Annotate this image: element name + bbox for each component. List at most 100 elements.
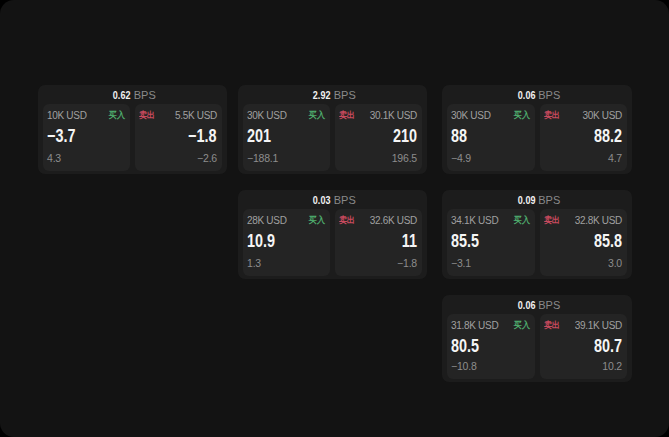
quote-card: 0.09 BPS 34.1K USD 买入 85.5 −3.1 卖出 32.8K… — [442, 190, 632, 279]
bps-unit-label: BPS — [134, 89, 156, 101]
buy-panel-top: 10K USD 买入 — [47, 109, 125, 122]
quote-card: 0.03 BPS 28K USD 买入 10.9 1.3 卖出 32.6K US… — [238, 190, 427, 279]
buy-panel-top: 34.1K USD 买入 — [451, 214, 530, 227]
sell-panel-top: 卖出 5.5K USD — [139, 109, 217, 122]
buy-price: 88 — [451, 126, 530, 147]
buy-side-label: 买入 — [309, 214, 325, 227]
buy-panel[interactable]: 34.1K USD 买入 85.5 −3.1 — [447, 209, 535, 276]
buy-price: 10.9 — [247, 231, 325, 252]
buy-side-label: 买入 — [309, 109, 325, 122]
sell-amount: 30.1K USD — [370, 110, 417, 121]
bps-value: 0.06 — [518, 89, 536, 101]
sell-price: 210 — [339, 126, 417, 147]
buy-sub-value: −3.1 — [451, 257, 530, 269]
buy-price: −3.7 — [47, 126, 125, 147]
quote-panels: 34.1K USD 买入 85.5 −3.1 卖出 32.8K USD 85.8… — [447, 209, 627, 276]
buy-side-label: 买入 — [513, 214, 529, 227]
sell-price: 11 — [339, 231, 417, 252]
sell-side-label: 卖出 — [544, 109, 560, 122]
sell-sub-value: −2.6 — [139, 152, 217, 164]
buy-amount: 34.1K USD — [451, 215, 498, 226]
sell-sub-value: 4.7 — [544, 152, 623, 164]
card-header: 0.06 BPS — [447, 85, 627, 104]
card-header: 0.03 BPS — [243, 190, 422, 209]
card-header: 0.62 BPS — [43, 85, 222, 104]
bps-value: 0.62 — [113, 89, 131, 101]
quote-panels: 28K USD 买入 10.9 1.3 卖出 32.6K USD 11 −1.8 — [243, 209, 422, 276]
sell-amount: 30K USD — [582, 110, 622, 121]
buy-panel[interactable]: 30K USD 买入 88 −4.9 — [447, 104, 535, 171]
bps-unit-label: BPS — [538, 89, 560, 101]
buy-sub-value: −10.8 — [451, 360, 530, 372]
bps-unit-label: BPS — [334, 194, 356, 206]
sell-panel-top: 卖出 32.6K USD — [339, 214, 417, 227]
sell-side-label: 卖出 — [544, 319, 560, 332]
quote-panels: 10K USD 买入 −3.7 4.3 卖出 5.5K USD −1.8 −2.… — [43, 104, 222, 171]
buy-sub-value: 1.3 — [247, 257, 325, 269]
buy-sub-value: −4.9 — [451, 152, 530, 164]
bps-value: 0.03 — [313, 194, 331, 206]
sell-side-label: 卖出 — [139, 109, 155, 122]
buy-panel-top: 30K USD 买入 — [451, 109, 530, 122]
buy-price: 80.5 — [451, 336, 530, 357]
buy-panel[interactable]: 10K USD 买入 −3.7 4.3 — [43, 104, 130, 171]
sell-panel[interactable]: 卖出 39.1K USD 80.7 10.2 — [540, 314, 628, 379]
buy-side-label: 买入 — [109, 109, 125, 122]
buy-panel[interactable]: 30K USD 买入 201 −188.1 — [243, 104, 330, 171]
buy-price: 85.5 — [451, 231, 530, 252]
sell-price: −1.8 — [139, 126, 217, 147]
sell-panel-top: 卖出 32.8K USD — [544, 214, 623, 227]
sell-panel-top: 卖出 30K USD — [544, 109, 623, 122]
quote-card: 0.62 BPS 10K USD 买入 −3.7 4.3 卖出 5.5K USD… — [38, 85, 227, 174]
sell-panel[interactable]: 卖出 30K USD 88.2 4.7 — [540, 104, 628, 171]
bps-unit-label: BPS — [538, 299, 560, 311]
buy-price: 201 — [247, 126, 325, 147]
sell-amount: 32.6K USD — [370, 215, 417, 226]
buy-amount: 28K USD — [247, 215, 287, 226]
quote-card: 0.06 BPS 31.8K USD 买入 80.5 −10.8 卖出 39.1… — [442, 295, 632, 382]
card-header: 0.09 BPS — [447, 190, 627, 209]
sell-amount: 5.5K USD — [175, 110, 217, 121]
buy-amount: 30K USD — [451, 110, 491, 121]
quote-panels: 31.8K USD 买入 80.5 −10.8 卖出 39.1K USD 80.… — [447, 314, 627, 379]
buy-panel[interactable]: 31.8K USD 买入 80.5 −10.8 — [447, 314, 535, 379]
sell-panel[interactable]: 卖出 32.8K USD 85.8 3.0 — [540, 209, 628, 276]
quote-panels: 30K USD 买入 88 −4.9 卖出 30K USD 88.2 4.7 — [447, 104, 627, 171]
sell-side-label: 卖出 — [339, 109, 355, 122]
buy-panel-top: 28K USD 买入 — [247, 214, 325, 227]
buy-panel[interactable]: 28K USD 买入 10.9 1.3 — [243, 209, 330, 276]
sell-side-label: 卖出 — [339, 214, 355, 227]
card-header: 0.06 BPS — [447, 295, 627, 314]
bps-unit-label: BPS — [334, 89, 356, 101]
sell-sub-value: 3.0 — [544, 257, 623, 269]
sell-panel-top: 卖出 39.1K USD — [544, 319, 623, 332]
sell-side-label: 卖出 — [544, 214, 560, 227]
buy-amount: 30K USD — [247, 110, 287, 121]
buy-panel-top: 30K USD 买入 — [247, 109, 325, 122]
sell-panel-top: 卖出 30.1K USD — [339, 109, 417, 122]
quote-card: 2.92 BPS 30K USD 买入 201 −188.1 卖出 30.1K … — [238, 85, 427, 174]
bps-value: 0.09 — [518, 194, 536, 206]
sell-price: 88.2 — [544, 126, 623, 147]
buy-amount: 31.8K USD — [451, 320, 498, 331]
sell-panel[interactable]: 卖出 32.6K USD 11 −1.8 — [335, 209, 422, 276]
bps-value: 2.92 — [313, 89, 331, 101]
quote-panels: 30K USD 买入 201 −188.1 卖出 30.1K USD 210 1… — [243, 104, 422, 171]
quote-card: 0.06 BPS 30K USD 买入 88 −4.9 卖出 30K USD 8… — [442, 85, 632, 174]
sell-price: 80.7 — [544, 336, 623, 357]
sell-sub-value: 196.5 — [339, 152, 417, 164]
sell-amount: 39.1K USD — [575, 320, 622, 331]
bps-unit-label: BPS — [538, 194, 560, 206]
buy-panel-top: 31.8K USD 买入 — [451, 319, 530, 332]
sell-sub-value: 10.2 — [544, 360, 623, 372]
buy-sub-value: −188.1 — [247, 152, 325, 164]
buy-sub-value: 4.3 — [47, 152, 125, 164]
buy-side-label: 买入 — [513, 109, 529, 122]
quotes-grid: 0.62 BPS 10K USD 买入 −3.7 4.3 卖出 5.5K USD… — [38, 85, 632, 382]
card-header: 2.92 BPS — [243, 85, 422, 104]
buy-side-label: 买入 — [513, 319, 529, 332]
sell-panel[interactable]: 卖出 30.1K USD 210 196.5 — [335, 104, 422, 171]
bps-value: 0.06 — [518, 299, 536, 311]
sell-panel[interactable]: 卖出 5.5K USD −1.8 −2.6 — [135, 104, 222, 171]
sell-amount: 32.8K USD — [575, 215, 622, 226]
